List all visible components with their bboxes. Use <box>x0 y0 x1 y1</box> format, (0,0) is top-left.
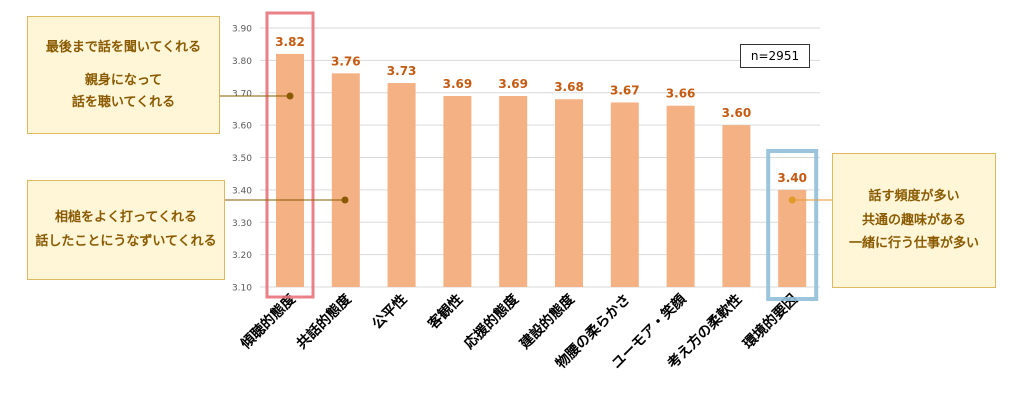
category-label-0: 傾聴的態度 <box>237 290 300 353</box>
y-tick-label-4: 3.50 <box>232 154 252 164</box>
value-label-7: 3.66 <box>666 87 696 101</box>
callout-right-line-1: 話す頻度が多い <box>868 189 960 205</box>
callout-mid-left-line-1: 相槌をよく打ってくれる <box>55 210 197 226</box>
category-label-1: 共話的態度 <box>293 290 355 352</box>
callout-right-line-2: 共通の趣味がある <box>861 212 966 228</box>
dot-right-end <box>788 196 796 204</box>
value-label-2: 3.73 <box>387 64 417 78</box>
bar-7 <box>666 105 695 287</box>
value-label-4: 3.69 <box>498 77 528 91</box>
y-tick-label-8: 3.90 <box>232 25 252 35</box>
value-label-8: 3.60 <box>722 106 752 120</box>
category-label-5: 建設的態度 <box>516 290 578 352</box>
value-label-9: 3.40 <box>777 171 807 185</box>
bar-8 <box>722 125 751 287</box>
y-tick-label-2: 3.30 <box>232 219 252 229</box>
callout-top-left-line-1: 最後まで話を聞いてくれる <box>45 39 202 55</box>
category-label-3: 客観性 <box>424 291 466 333</box>
y-tick-label-6: 3.70 <box>232 89 252 99</box>
value-label-1: 3.76 <box>331 54 361 68</box>
callout-top-left-line-3: 話を聴いてくれる <box>71 94 176 110</box>
bar-5 <box>555 99 583 287</box>
bar-9 <box>778 189 807 287</box>
y-tick-label-5: 3.60 <box>232 122 252 132</box>
y-tick-label-1: 3.20 <box>232 251 252 261</box>
value-label-6: 3.67 <box>610 83 640 97</box>
bar-1 <box>331 73 360 287</box>
callout-right-line-3: 一緒に行う仕事が多い <box>848 236 979 252</box>
callout-right: 話す頻度が多い 共通の趣味がある 一緒に行う仕事が多い <box>832 153 996 288</box>
y-tick-label-7: 3.80 <box>232 57 252 67</box>
value-label-0: 3.82 <box>275 35 305 49</box>
callout-mid-left-line-2: 話したことにうなずいてくれる <box>35 234 217 249</box>
bar-3 <box>443 95 472 287</box>
bar-2 <box>387 83 416 287</box>
y-tick-label-3: 3.40 <box>232 186 252 196</box>
highlight-frame-blue <box>766 149 819 301</box>
y-tick-label-0: 3.10 <box>232 284 252 294</box>
bar-4 <box>499 95 528 287</box>
callout-top-left-line-2: 親身になって <box>84 73 163 89</box>
highlight-frame-red <box>265 11 315 299</box>
dot-mid-left-end <box>341 196 349 204</box>
callout-mid-left: 相槌をよく打ってくれる 話したことにうなずいてくれる <box>27 180 225 280</box>
bar-6 <box>610 102 639 288</box>
value-label-3: 3.69 <box>443 77 473 91</box>
bar-0 <box>276 53 304 288</box>
category-label-4: 応援的態度 <box>461 290 523 352</box>
callout-top-left: 最後まで話を聞いてくれる 親身になって 話を聴いてくれる <box>27 16 220 134</box>
category-label-2: 公平性 <box>369 291 411 333</box>
sample-size-label: n=2951 <box>740 44 810 68</box>
value-label-5: 3.68 <box>554 80 584 94</box>
dot-top-left-end <box>286 92 294 100</box>
